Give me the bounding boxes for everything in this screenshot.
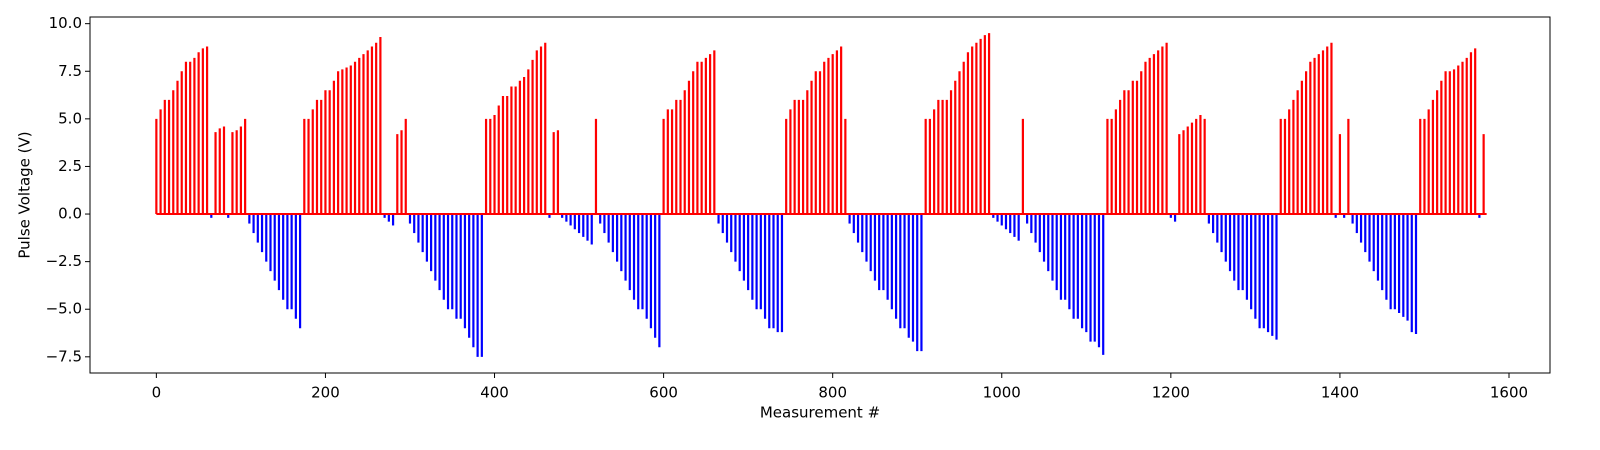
y-tick-label: −5.0 xyxy=(46,300,82,318)
plot-frame xyxy=(89,16,1551,374)
x-tick-label: 1200 xyxy=(1152,384,1190,402)
y-tick-label: 2.5 xyxy=(58,157,82,175)
y-axis-label: Pulse Voltage (V) xyxy=(16,131,34,258)
y-tick-label: 7.5 xyxy=(58,62,82,80)
y-tick-label: −2.5 xyxy=(46,252,82,270)
x-tick-label: 600 xyxy=(649,384,678,402)
x-tick-label: 1000 xyxy=(983,384,1021,402)
x-tick-label: 200 xyxy=(311,384,340,402)
x-tick-label: 0 xyxy=(152,384,162,402)
y-tick-label: −7.5 xyxy=(46,347,82,365)
y-tick-label: 0.0 xyxy=(58,205,82,223)
y-tick-label: 5.0 xyxy=(58,109,82,127)
x-tick-label: 800 xyxy=(818,384,847,402)
x-tick-label: 1400 xyxy=(1321,384,1359,402)
x-axis-label: Measurement # xyxy=(760,404,880,422)
x-tick-label: 1600 xyxy=(1490,384,1528,402)
x-tick-label: 400 xyxy=(480,384,509,402)
y-tick-label: 10.0 xyxy=(49,14,82,32)
